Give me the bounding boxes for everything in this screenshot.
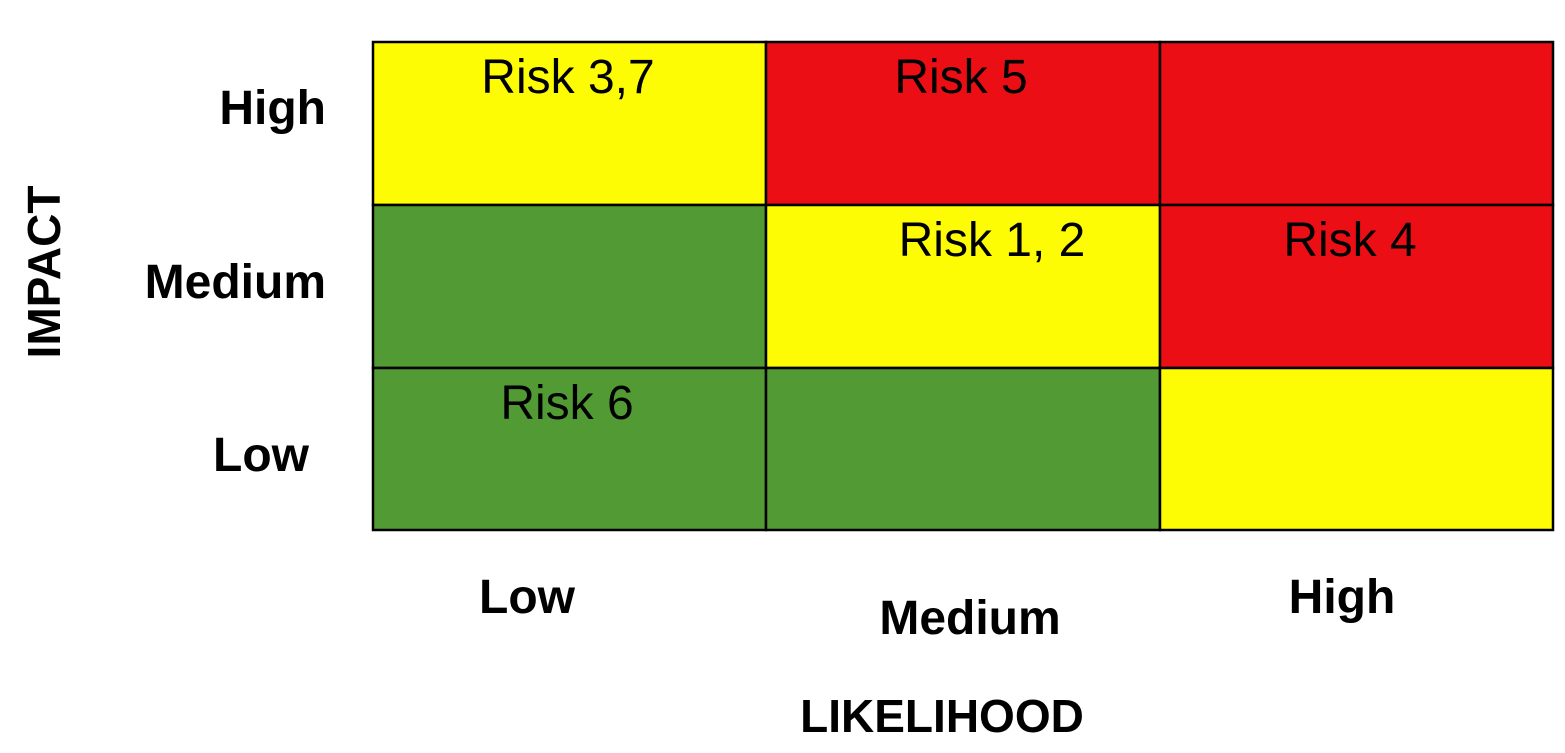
- risk-label: Risk 4: [1283, 214, 1416, 267]
- y-axis-title: IMPACT: [18, 186, 70, 359]
- x-axis-title: LIKELIHOOD: [800, 690, 1084, 742]
- matrix-cell-fill: [1158, 366, 1555, 532]
- x-label-high: High: [1289, 571, 1396, 624]
- matrix-grid: Risk 3,7 Risk 5 Risk 1, 2 Risk 4 Risk 6: [371, 40, 1555, 532]
- y-label-high: High: [219, 82, 326, 135]
- x-label-low: Low: [479, 571, 576, 624]
- matrix-cell-fill: [371, 203, 768, 370]
- risk-label: Risk 5: [894, 51, 1027, 104]
- matrix-cell-medium-impact-high-likelihood: Risk 4: [1158, 203, 1555, 370]
- risk-label: Risk 6: [500, 377, 633, 430]
- matrix-cell-high-impact-medium-likelihood: Risk 5: [764, 40, 1162, 207]
- x-label-medium: Medium: [879, 592, 1060, 645]
- matrix-cell-high-impact-high-likelihood: [1158, 40, 1555, 207]
- risk-label: Risk 1, 2: [899, 214, 1086, 267]
- risk-label: Risk 3,7: [481, 51, 654, 104]
- matrix-cell-medium-impact-low-likelihood: [371, 203, 768, 370]
- matrix-cell-fill: [1158, 40, 1555, 207]
- matrix-cell-high-impact-low-likelihood: Risk 3,7: [371, 40, 768, 207]
- matrix-cell-low-impact-high-likelihood: [1158, 366, 1555, 532]
- y-label-low: Low: [213, 429, 310, 482]
- matrix-cell-medium-impact-medium-likelihood: Risk 1, 2: [764, 203, 1162, 370]
- matrix-cell-low-impact-medium-likelihood: [764, 366, 1162, 532]
- matrix-cell-fill: [371, 366, 768, 532]
- matrix-cell-fill: [764, 40, 1162, 207]
- matrix-cell-low-impact-low-likelihood: Risk 6: [371, 366, 768, 532]
- matrix-cell-fill: [764, 366, 1162, 532]
- y-label-medium: Medium: [145, 256, 326, 309]
- matrix-cell-fill: [764, 203, 1162, 370]
- matrix-cell-fill: [1158, 203, 1555, 370]
- matrix-cell-fill: [371, 40, 768, 207]
